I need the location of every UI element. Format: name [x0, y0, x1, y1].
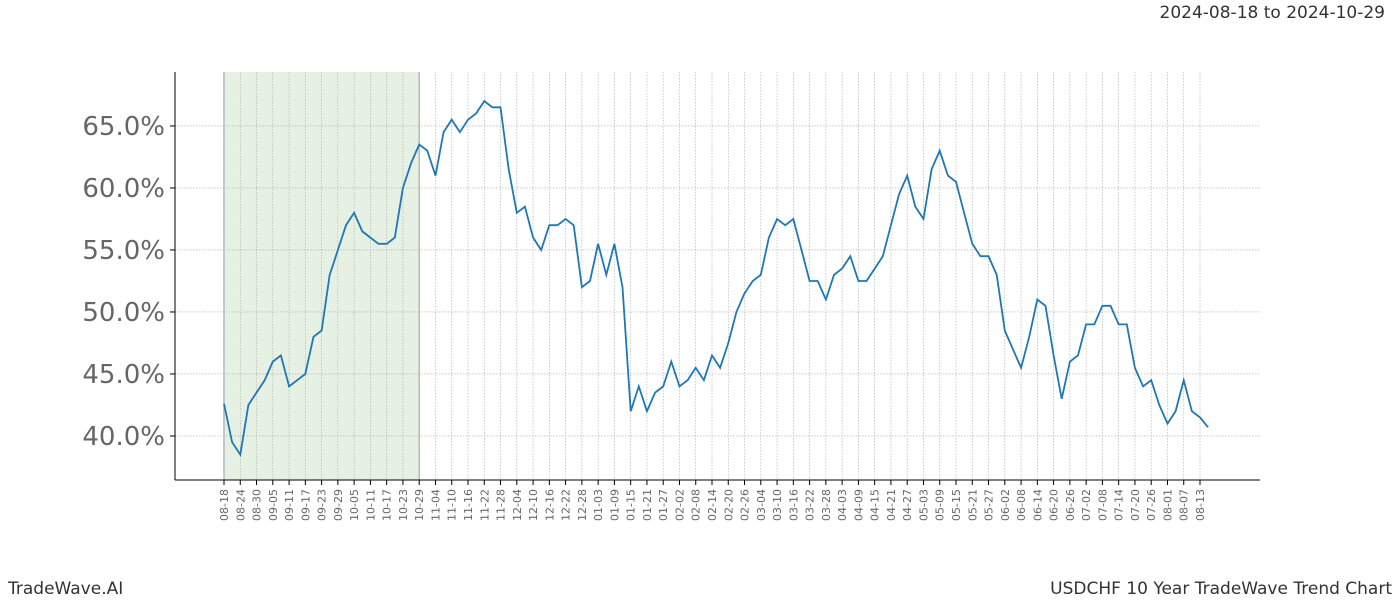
x-tick-label: 02-26 [739, 489, 752, 521]
x-tick-label: 07-20 [1129, 489, 1142, 521]
x-tick-label: 12-10 [527, 489, 540, 521]
y-tick-label: 40.0% [82, 422, 165, 452]
brand: TradeWave.AI [7, 579, 123, 599]
y-tick-label: 45.0% [82, 360, 165, 390]
x-tick-label: 11-16 [462, 489, 475, 521]
x-tick-label: 12-16 [543, 489, 556, 521]
x-tick-label: 03-04 [755, 489, 768, 521]
x-tick-label: 12-22 [560, 489, 573, 521]
x-tick-label: 04-27 [901, 489, 914, 521]
x-tick-label: 09-11 [283, 489, 296, 521]
x-tick-label: 05-09 [934, 489, 947, 521]
x-tick-label: 11-10 [446, 489, 459, 521]
x-tick-label: 11-28 [495, 489, 508, 521]
x-tick-label: 06-14 [1031, 489, 1044, 521]
x-tick-label: 10-23 [397, 489, 410, 521]
x-tick-label: 09-29 [332, 489, 345, 521]
x-tick-label: 07-14 [1113, 489, 1126, 521]
x-tick-label: 12-04 [511, 489, 524, 521]
x-tick-label: 09-23 [316, 489, 329, 521]
x-tick-label: 02-08 [690, 489, 703, 521]
x-tick-label: 04-15 [869, 489, 882, 521]
y-tick-label: 65.0% [82, 112, 165, 142]
x-tick-label: 12-28 [576, 489, 589, 521]
x-tick-label: 07-08 [1096, 489, 1109, 521]
x-tick-label: 06-08 [1015, 489, 1028, 521]
x-tick-label: 05-21 [966, 489, 979, 521]
x-tick-label: 05-03 [917, 489, 930, 521]
x-tick-label: 05-15 [950, 489, 963, 521]
x-tick-label: 02-20 [722, 489, 735, 521]
x-tick-label: 11-04 [429, 489, 442, 521]
x-tick-label: 08-30 [251, 489, 264, 521]
x-tick-label: 03-10 [771, 489, 784, 521]
x-tick-label: 10-17 [381, 489, 394, 521]
x-tick-label: 02-02 [673, 489, 686, 521]
x-tick-label: 01-09 [608, 489, 621, 521]
x-tick-label: 07-02 [1080, 489, 1093, 521]
x-tick-label: 04-09 [852, 489, 865, 521]
subtitle: 2024-08-18 to 2024-10-29 [1160, 3, 1385, 23]
x-tick-label: 09-05 [267, 489, 280, 521]
x-tick-label: 11-22 [478, 489, 491, 521]
data-line [223, 99, 1209, 458]
x-tick-label: 06-20 [1048, 489, 1061, 521]
x-tick-label: 05-27 [983, 489, 996, 521]
x-tick-label: 03-22 [804, 489, 817, 521]
x-tick-label: 08-18 [218, 489, 231, 521]
x-tick-label: 10-05 [348, 489, 361, 521]
x-tick-label: 03-16 [787, 489, 800, 521]
x-tick-label: 04-03 [836, 489, 849, 521]
x-tick-label: 02-14 [706, 489, 719, 521]
x-tick-label: 08-24 [234, 489, 247, 521]
x-tick-label: 01-15 [625, 489, 638, 521]
x-tick-label: 06-26 [1064, 489, 1077, 521]
y-tick-label: 55.0% [82, 236, 165, 266]
x-tick-label: 01-03 [592, 489, 605, 521]
x-tick-label: 08-07 [1178, 489, 1191, 521]
y-tick-label: 60.0% [82, 174, 165, 204]
x-tick-label: 07-26 [1145, 489, 1158, 521]
x-tick-label: 04-21 [885, 489, 898, 521]
chart-title: USDCHF 10 Year TradeWave Trend Chart [1050, 579, 1392, 599]
x-tick-label: 06-02 [999, 489, 1012, 521]
y-tick-label: 50.0% [82, 298, 165, 328]
x-tick-label: 10-29 [413, 489, 426, 521]
x-tick-label: 08-01 [1161, 489, 1174, 521]
x-tick-label: 01-27 [657, 489, 670, 521]
x-tick-label: 09-17 [299, 489, 312, 521]
x-tick-label: 03-28 [820, 489, 833, 521]
x-tick-label: 10-11 [364, 489, 377, 521]
x-tick-label: 08-13 [1194, 489, 1207, 521]
x-tick-label: 01-21 [641, 489, 654, 521]
